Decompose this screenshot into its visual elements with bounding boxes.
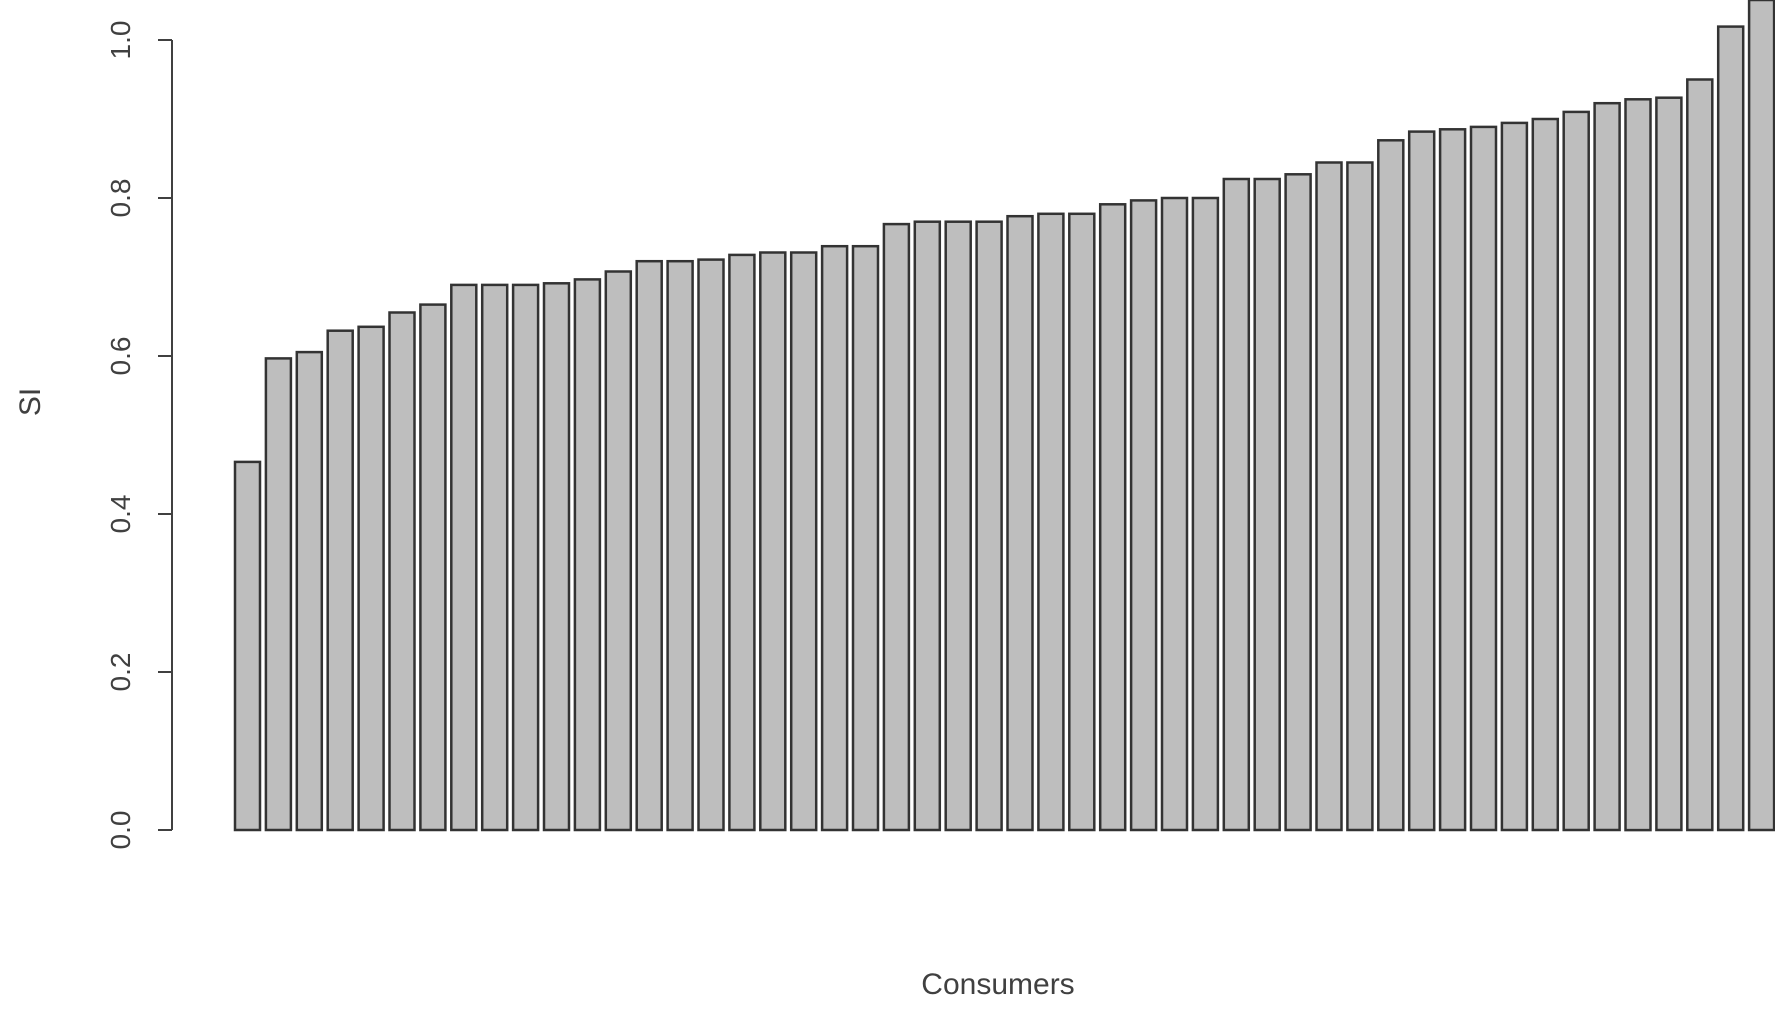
bar xyxy=(604,270,633,832)
bar xyxy=(233,460,262,832)
bar xyxy=(944,220,972,832)
bar xyxy=(1469,125,1498,832)
bar xyxy=(1500,121,1529,832)
bar xyxy=(1006,214,1034,832)
x-axis-title: Consumers xyxy=(921,968,1074,1001)
bar xyxy=(882,222,911,832)
bar xyxy=(975,220,1003,832)
bar xyxy=(1716,25,1745,832)
bar xyxy=(1747,0,1775,832)
bar xyxy=(1160,196,1189,832)
bar xyxy=(820,244,849,832)
bar xyxy=(1284,173,1312,832)
bar xyxy=(1098,203,1127,832)
bar xyxy=(264,357,293,832)
bar xyxy=(419,303,447,832)
bar xyxy=(1593,101,1621,832)
bar xyxy=(480,283,509,832)
bar xyxy=(728,253,756,832)
bar xyxy=(1315,161,1343,832)
bar xyxy=(1407,130,1436,832)
bar xyxy=(326,329,354,832)
bar xyxy=(759,251,787,832)
bar xyxy=(450,283,478,832)
bar xyxy=(1531,117,1560,832)
y-axis-title: SI xyxy=(14,388,47,416)
bar xyxy=(789,251,818,832)
bar xyxy=(1068,212,1096,832)
bar xyxy=(1562,110,1590,832)
bar xyxy=(357,325,385,832)
y-axis: 0.0 0.2 0.4 0.6 0.8 1.0 xyxy=(105,21,173,850)
bar xyxy=(1222,177,1251,832)
y-tick-label: 0.6 xyxy=(105,337,136,376)
bar xyxy=(1624,98,1652,832)
bar xyxy=(388,311,416,832)
bar xyxy=(573,278,602,832)
bar xyxy=(1191,196,1220,832)
bar xyxy=(1253,177,1281,832)
bars-group xyxy=(233,0,1775,832)
bar xyxy=(511,283,540,832)
bar xyxy=(913,220,942,832)
bar xyxy=(542,282,571,832)
bar xyxy=(1377,139,1405,832)
bar xyxy=(697,258,725,832)
y-tick-label: 0.0 xyxy=(105,811,136,850)
bar xyxy=(851,244,880,832)
bar xyxy=(1129,199,1158,832)
bar xyxy=(666,259,694,832)
bar xyxy=(1037,212,1065,832)
bar xyxy=(1346,161,1374,832)
y-tick-label: 0.8 xyxy=(105,179,136,218)
bar xyxy=(295,350,324,832)
bar xyxy=(635,259,663,832)
y-tick-label: 0.4 xyxy=(105,495,136,534)
y-tick-label: 1.0 xyxy=(105,21,136,60)
bar xyxy=(1438,128,1467,832)
y-tick-label: 0.2 xyxy=(105,653,136,692)
bar xyxy=(1655,96,1683,832)
bar xyxy=(1686,78,1714,832)
